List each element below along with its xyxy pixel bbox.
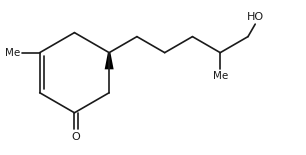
Polygon shape	[105, 53, 114, 69]
Text: HO: HO	[247, 12, 264, 22]
Text: Me: Me	[213, 71, 228, 81]
Text: Me: Me	[5, 48, 21, 58]
Text: O: O	[72, 132, 80, 142]
